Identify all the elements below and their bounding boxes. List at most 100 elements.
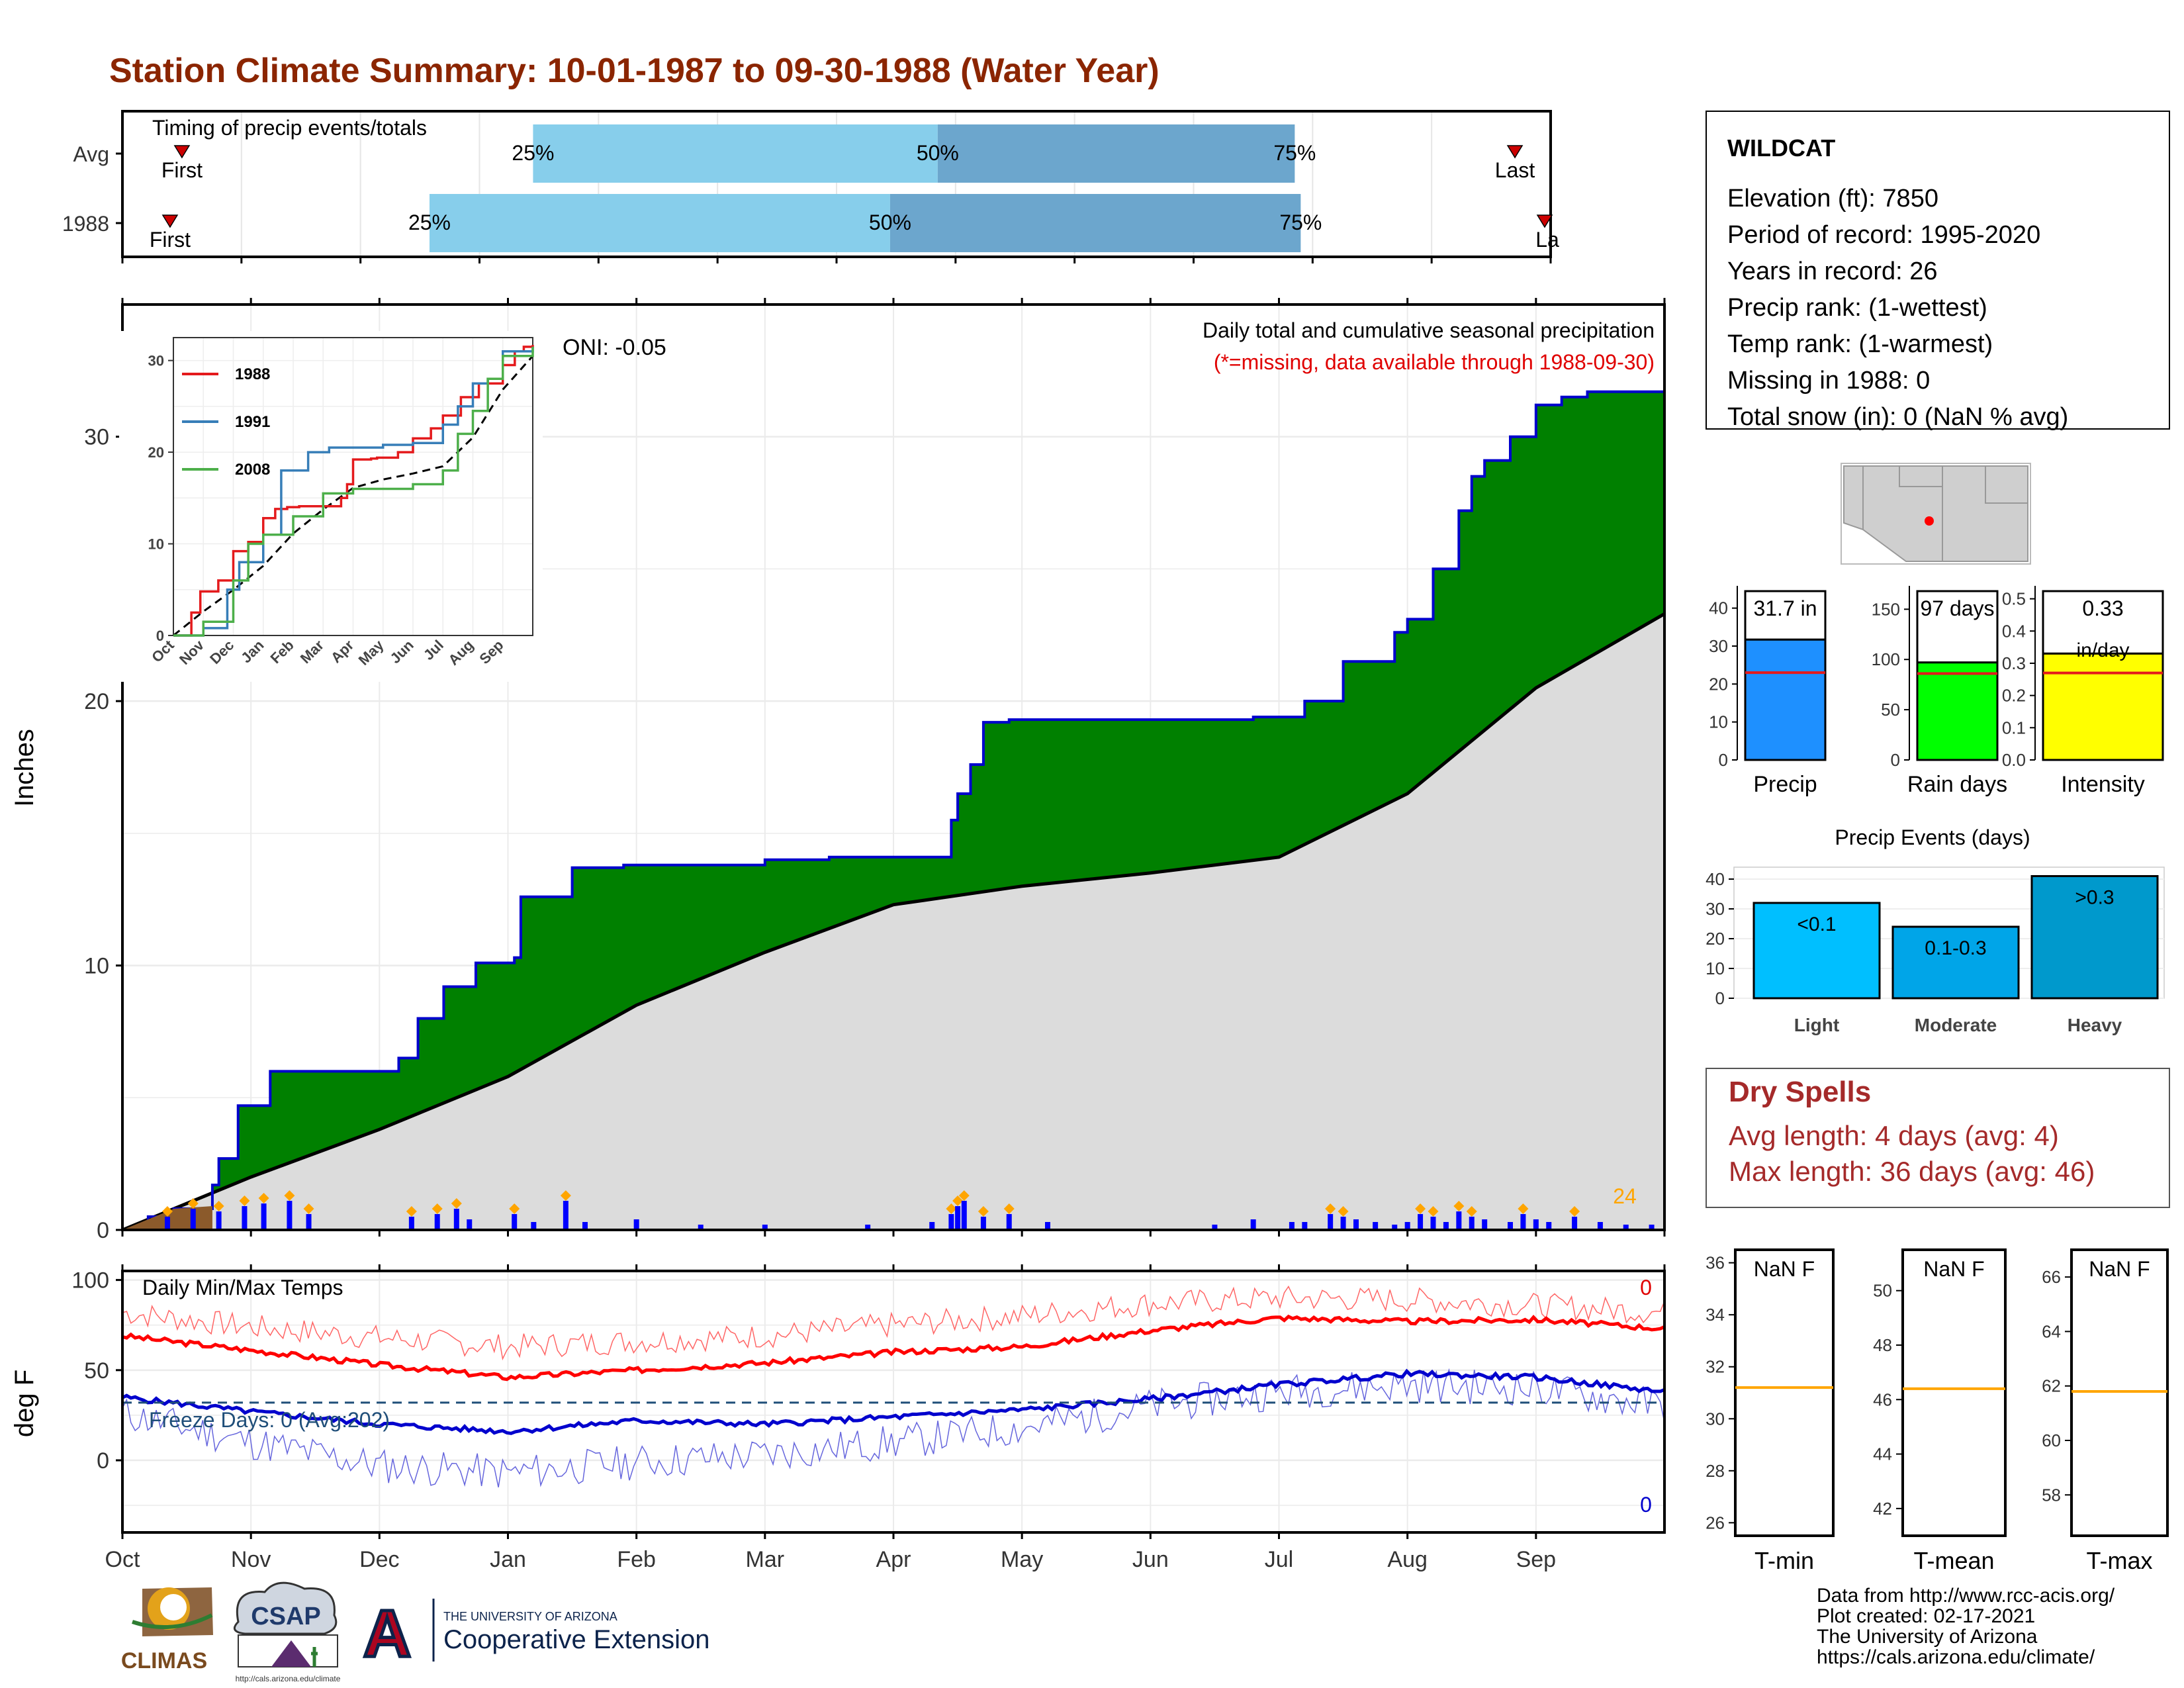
dry-spells-avg: Avg length: 4 days (avg: 4) [1729, 1120, 2059, 1151]
month-tick-label: Nov [231, 1547, 271, 1572]
heavy-day-marker [560, 1190, 571, 1201]
heavy-day-marker [187, 1198, 199, 1209]
temp-panel: 0 50 100 Oct Nov Dec Jan Feb Mar Apr May Jun Jul Aug… [10, 1264, 1666, 1572]
daily-precip-bar [306, 1214, 312, 1230]
daily-precip-bar [408, 1217, 414, 1230]
daily-precip-bar [164, 1217, 170, 1230]
precip-events-chart: Precip Events (days) 0 10 20 30 40 <0.1 Light 0… [1706, 825, 2165, 1035]
temp-y-tick: 100 [71, 1268, 109, 1293]
heavy-day-marker [1003, 1203, 1015, 1215]
inset-legend-label: 2008 [235, 461, 270, 479]
precip-y-tick: 0 [97, 1218, 109, 1243]
temp-label: Daily Min/Max Temps [142, 1276, 343, 1299]
summary-bar-fill [1916, 661, 1999, 761]
daily-precip-bar [929, 1222, 935, 1230]
footer-credits: Data from http://www.rcc-acis.org/ Plot … [1817, 1585, 2115, 1668]
month-tick-label: Sep [1516, 1547, 1557, 1572]
summary-bar-label: Rain days [1907, 772, 2007, 797]
daily-precip-bar [762, 1225, 768, 1230]
station-name: WILDCAT [1727, 134, 1835, 162]
footer-line: https://cals.arizona.edu/climate/ [1817, 1646, 2095, 1668]
daily-precip-bar [434, 1214, 440, 1230]
daily-precip-bar [1373, 1222, 1379, 1230]
heavy-day-marker [239, 1196, 250, 1207]
first-event-marker [173, 145, 191, 159]
dry-spells-box: Dry Spells Avg length: 4 days (avg: 4) M… [1706, 1068, 2170, 1208]
daily-precip-bar [1250, 1219, 1256, 1230]
summary-y-tick: 0 [1719, 750, 1728, 770]
heavy-day-marker [1569, 1206, 1580, 1217]
temp-summary-label: T-mean [1913, 1547, 1994, 1574]
heavy-day-marker [1415, 1203, 1426, 1215]
temp-summary-y-tick: 28 [1706, 1461, 1725, 1481]
temp-summary-y-tick: 46 [1873, 1389, 1892, 1409]
summary-y-tick: 10 [1709, 712, 1728, 732]
daily-precip-bar [1006, 1214, 1012, 1230]
daily-min-temp-line [122, 1368, 1665, 1487]
inset-y-tick: 30 [148, 353, 164, 369]
month-tick-label: Mar [746, 1547, 785, 1572]
timing-row-label: Avg [73, 142, 109, 166]
daily-precip-bar [1520, 1214, 1526, 1230]
temp-summary-y-tick: 44 [1873, 1444, 1892, 1464]
month-tick-label: Feb [617, 1547, 656, 1572]
daily-precip-bar [1353, 1219, 1359, 1230]
events-y-tick: 10 [1706, 959, 1725, 978]
temp-summary-y-tick: 30 [1706, 1409, 1725, 1429]
daily-max-temp-line [122, 1285, 1665, 1361]
month-tick-label: Jun [1132, 1547, 1169, 1572]
daily-precip-bar [1533, 1219, 1539, 1230]
month-tick-label: May [1001, 1547, 1043, 1572]
month-tick-label: Jan [490, 1547, 526, 1572]
event-category-label: Heavy [2068, 1015, 2122, 1035]
average-precip-area [122, 614, 1664, 1230]
csap-url: http://cals.arizona.edu/climate [236, 1674, 341, 1683]
heavy-day-marker [432, 1203, 443, 1215]
daily-precip-bar [190, 1209, 196, 1230]
timing-p25-label: 25% [408, 211, 451, 234]
daily-precip-bar [1328, 1214, 1334, 1230]
temp-summary-value: NaN F [1754, 1257, 1815, 1281]
heavy-day-marker [1428, 1206, 1439, 1217]
inset-y-tick: 10 [148, 536, 164, 553]
station-line: Years in record: 26 [1727, 258, 1938, 285]
heavy-day-marker [213, 1201, 224, 1212]
cumulative-precip-line [122, 390, 1664, 1231]
ua-cooperative-extension-logo: A THE UNIVERSITY OF ARIZONA Cooperative … [361, 1595, 709, 1673]
summary-y-tick: 20 [1709, 674, 1728, 694]
precip-y-tick: 30 [84, 425, 109, 450]
timing-bar-25-50 [533, 124, 938, 183]
summary-y-tick: 50 [1881, 700, 1900, 720]
summary-bar-fill [1744, 638, 1827, 761]
event-bar-label: <0.1 [1797, 914, 1836, 935]
climas-text: CLIMAS [121, 1648, 207, 1673]
last-event-marker [1506, 145, 1524, 159]
summary-value-unit: in/day [2076, 639, 2129, 661]
month-tick-label: Apr [876, 1547, 911, 1572]
events-y-tick: 30 [1706, 899, 1725, 919]
avg-max-temp-line [122, 1314, 1666, 1382]
first-event-label: First [161, 158, 203, 182]
daily-precip-bar [1597, 1222, 1603, 1230]
event-bar [1752, 902, 1881, 1000]
csap-text: CSAP [251, 1603, 321, 1630]
last-event-marker [1536, 214, 1553, 228]
event-bar [1891, 925, 2020, 1000]
max-count-label: 0 [1640, 1276, 1652, 1299]
min-count-label: 0 [1640, 1493, 1652, 1517]
heavy-day-marker [1338, 1206, 1349, 1217]
inset-legend-label: 1991 [235, 413, 270, 431]
station-line: Temp rank: (1-warmest) [1727, 330, 1993, 358]
daily-precip-bar [1469, 1217, 1475, 1230]
timing-label: Timing of precip events/totals [152, 116, 427, 140]
station-marker [1925, 516, 1934, 526]
station-line: Total snow (in): 0 (NaN % avg) [1727, 403, 2068, 431]
temp-summary-y-tick: 26 [1706, 1513, 1725, 1532]
timing-bar-50-75 [889, 194, 1301, 252]
daily-precip-bar [1623, 1225, 1629, 1230]
temp-summary-y-tick: 34 [1706, 1305, 1725, 1325]
daily-precip-bar [531, 1222, 537, 1230]
inset-series-line [173, 346, 534, 637]
heavy-day-marker [946, 1203, 957, 1215]
temp-summary-y-tick: 36 [1706, 1253, 1725, 1273]
